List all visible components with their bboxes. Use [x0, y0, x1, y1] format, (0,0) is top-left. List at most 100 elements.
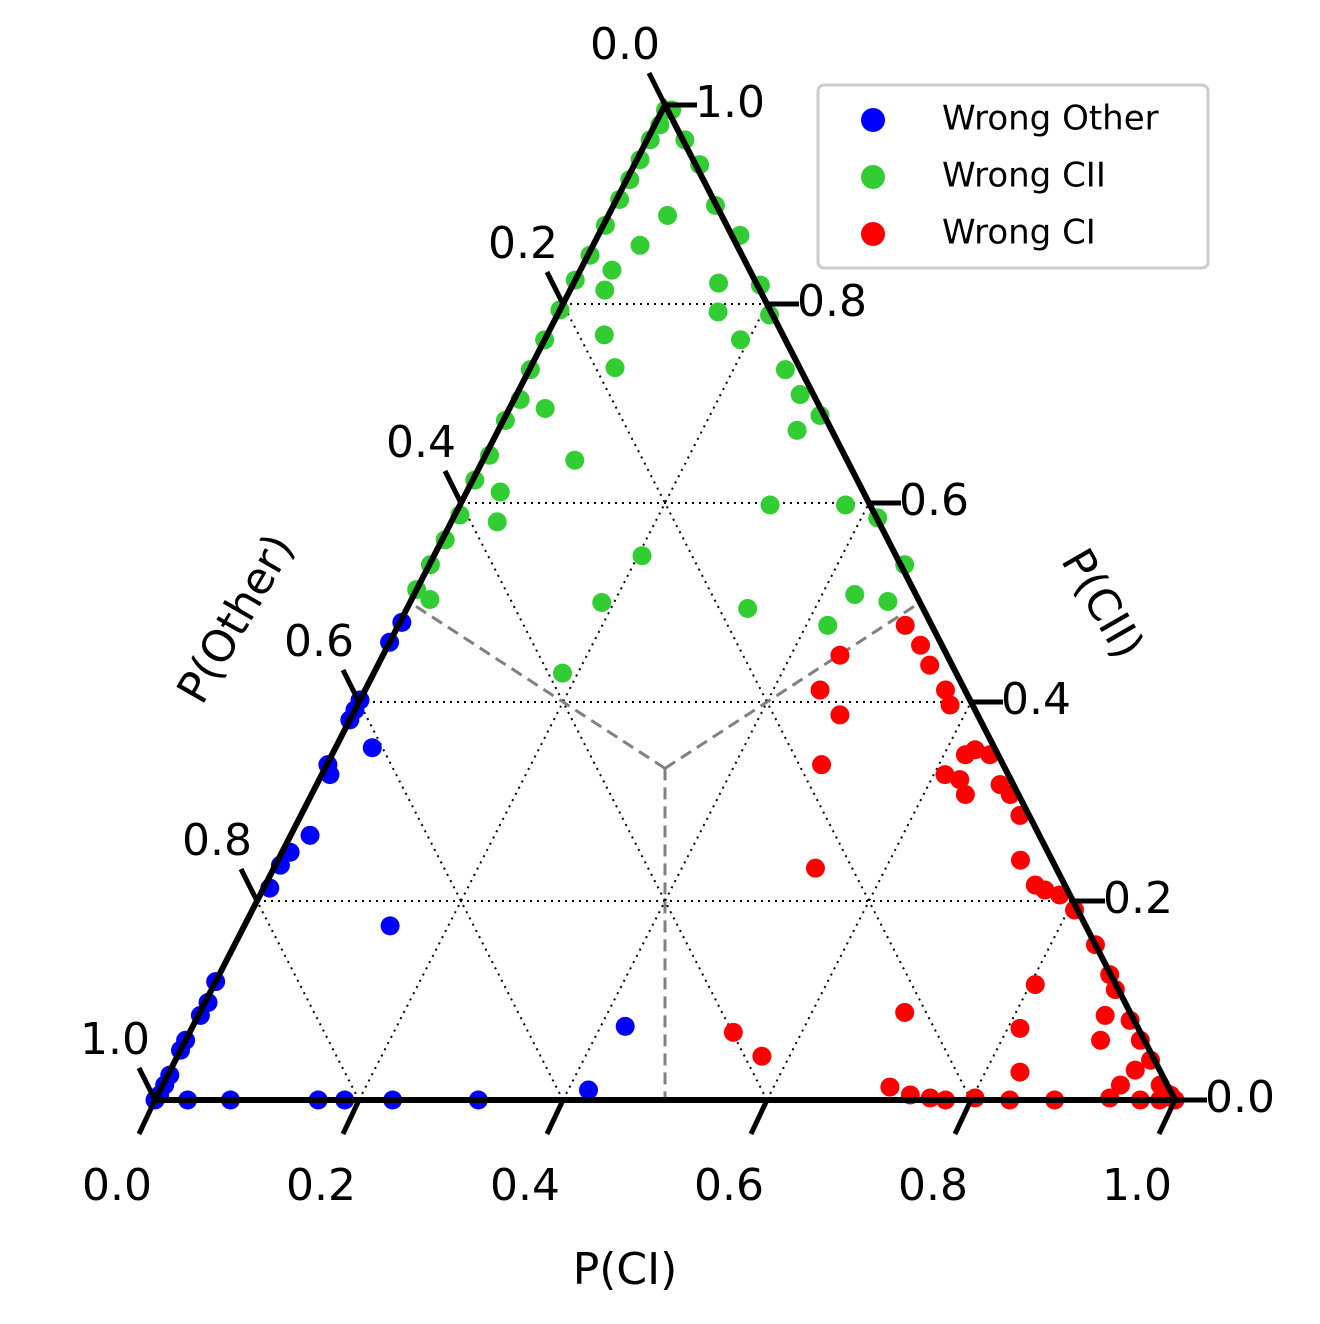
x-axis-label: P(CI) [573, 1244, 678, 1295]
point [845, 585, 865, 605]
x-tick [340, 1098, 362, 1136]
z-tick [136, 1066, 158, 1102]
point [1025, 875, 1045, 895]
point [895, 615, 915, 635]
point [535, 398, 555, 418]
point [955, 785, 975, 805]
x-tick [136, 1098, 158, 1136]
legend: Wrong Other Wrong CII Wrong CI [816, 83, 1210, 270]
point [790, 385, 810, 405]
y-tick-label: 0.2 [1103, 873, 1173, 924]
z-tick-label: 0.2 [488, 218, 558, 269]
z-tick-label: 0.6 [284, 616, 354, 667]
point [420, 590, 440, 610]
point [878, 592, 898, 612]
point [990, 775, 1010, 795]
boundary-line [409, 601, 666, 770]
point [594, 325, 614, 345]
point [1091, 1030, 1111, 1050]
point [810, 680, 830, 700]
point [300, 825, 320, 845]
point [760, 495, 780, 515]
point [895, 1002, 915, 1022]
y-tick-label: 1.0 [695, 77, 765, 128]
point [1010, 1018, 1030, 1038]
point [362, 738, 382, 758]
point [920, 655, 940, 675]
point [1125, 1060, 1145, 1080]
z-tick-label: 0.0 [590, 19, 660, 70]
point [592, 593, 612, 612]
point [595, 280, 615, 300]
x-tick-label: 0.4 [490, 1160, 560, 1211]
z-tick [238, 867, 260, 903]
boundary-line [664, 601, 921, 770]
x-tick [748, 1098, 770, 1136]
y-tick-label: 0.4 [1001, 674, 1071, 725]
point [830, 645, 850, 665]
point [738, 598, 758, 618]
x-tick-label: 0.6 [694, 1160, 764, 1211]
point [880, 1077, 900, 1097]
z-tick [442, 469, 464, 505]
y-axis-label: P(CII) [1051, 540, 1154, 667]
point [911, 635, 931, 655]
point [950, 770, 970, 790]
grid [256, 303, 1074, 1101]
z-tick [340, 668, 362, 704]
legend-label: Wrong CI [942, 213, 1096, 253]
point [752, 1046, 772, 1066]
point [630, 235, 650, 255]
triangle [150, 98, 1180, 1103]
point [579, 1080, 598, 1100]
z-tick-label: 0.8 [182, 815, 252, 866]
grid-line [358, 701, 564, 1101]
point [658, 205, 678, 225]
point [836, 495, 856, 515]
legend-box [816, 83, 1210, 270]
point [615, 1016, 635, 1036]
y-tick-label: 0.6 [899, 475, 969, 526]
grid-line [460, 502, 768, 1101]
grid-line [562, 502, 870, 1101]
point [805, 858, 825, 878]
point [380, 916, 400, 936]
z-tick [544, 270, 566, 306]
point [936, 680, 955, 700]
legend-marker [861, 165, 885, 189]
legend-label: Wrong CII [942, 156, 1106, 196]
point [1110, 1075, 1130, 1095]
point [775, 360, 795, 380]
point [940, 695, 960, 715]
point [709, 273, 729, 293]
point [487, 512, 507, 532]
x-tick-label: 0.0 [82, 1160, 152, 1211]
point [723, 1022, 743, 1042]
point [787, 420, 807, 440]
point [632, 546, 652, 566]
point [730, 330, 750, 350]
point [818, 615, 838, 635]
legend-marker [861, 108, 885, 132]
grid-line [766, 701, 972, 1101]
point [605, 358, 625, 378]
point [935, 765, 955, 785]
x-tick [952, 1098, 974, 1136]
y-tick-label: 0.0 [1205, 1072, 1275, 1123]
legend-label: Wrong Other [942, 99, 1159, 139]
x-tick [544, 1098, 566, 1136]
grid-line [256, 900, 360, 1101]
x-tick-label: 0.2 [286, 1160, 356, 1211]
point [708, 302, 728, 322]
frame: 0.0 0.2 0.4 0.6 0.8 1.0 0.0 0.2 0.4 0.6 0.8 1.0 0.0 0… [80, 19, 1275, 1211]
x-tick-label: 0.8 [898, 1160, 968, 1211]
point [602, 260, 622, 280]
point [1010, 1062, 1030, 1082]
z-tick [646, 71, 668, 107]
point [1025, 975, 1045, 995]
legend-marker [861, 222, 885, 246]
point [1010, 850, 1030, 870]
x-tick [1156, 1098, 1178, 1136]
x-tick-label: 1.0 [1102, 1160, 1172, 1211]
